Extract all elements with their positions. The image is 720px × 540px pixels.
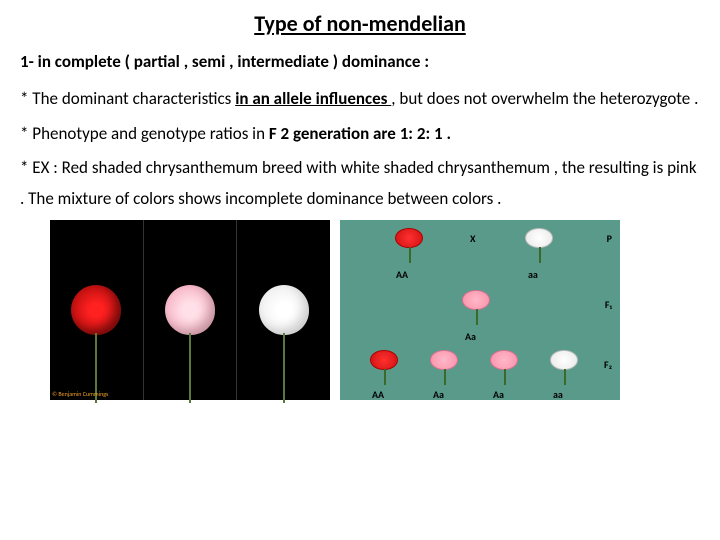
f1-pink-flower-icon bbox=[462, 290, 490, 310]
pink-carnation-icon bbox=[165, 285, 215, 335]
photo-white-flower bbox=[237, 220, 330, 400]
gen-label-f1: F₁ bbox=[605, 298, 612, 311]
inheritance-diagram: X P AA aa F₁ Aa F₂ AA Aa Aa aa bbox=[340, 220, 620, 400]
geno-Aa-f2b: Aa bbox=[493, 388, 504, 401]
photo-red-flower: © Benjamin Cummings bbox=[50, 220, 144, 400]
f2-pink2-flower-icon bbox=[490, 350, 518, 370]
geno-Aa-f2a: Aa bbox=[433, 388, 444, 401]
white-carnation-icon bbox=[259, 285, 309, 335]
p-red-flower-icon bbox=[395, 228, 423, 248]
photo-credit: © Benjamin Cummings bbox=[52, 390, 108, 398]
p2-text-b: F 2 generation are 1: 2: 1 . bbox=[269, 123, 451, 144]
paragraph-3: * EX : Red shaded chrysanthemum breed wi… bbox=[20, 153, 700, 214]
geno-AA-p: AA bbox=[396, 268, 408, 281]
gen-label-f2: F₂ bbox=[604, 358, 612, 371]
red-carnation-icon bbox=[71, 285, 121, 335]
p-white-flower-icon bbox=[525, 228, 553, 248]
geno-AA-f2: AA bbox=[372, 388, 384, 401]
cross-symbol: X bbox=[470, 232, 476, 245]
flower-photos-panel: © Benjamin Cummings bbox=[50, 220, 330, 400]
section-subtitle: 1- in complete ( partial , semi , interm… bbox=[20, 51, 700, 72]
gen-label-p: P bbox=[607, 232, 612, 245]
p1-text-a: * The dominant characteristics bbox=[20, 88, 235, 109]
paragraph-2: * Phenotype and genotype ratios in F 2 g… bbox=[20, 119, 700, 150]
f2-white-flower-icon bbox=[550, 350, 578, 370]
p1-text-c: , but does not overwhelm the heterozygot… bbox=[391, 88, 698, 109]
photo-pink-flower bbox=[144, 220, 238, 400]
f2-red-flower-icon bbox=[370, 350, 398, 370]
p1-text-b: in an allele influences bbox=[235, 88, 391, 109]
geno-Aa-f1: Aa bbox=[465, 330, 476, 343]
geno-aa-f2: aa bbox=[553, 388, 563, 401]
page-title: Type of non-mendelian bbox=[20, 10, 700, 37]
images-container: © Benjamin Cummings X P AA aa F₁ Aa F₂ A… bbox=[50, 220, 700, 400]
geno-aa-p: aa bbox=[528, 268, 538, 281]
paragraph-1: * The dominant characteristics in an all… bbox=[20, 84, 700, 115]
p2-text-a: * Phenotype and genotype ratios in bbox=[20, 123, 269, 144]
f2-pink1-flower-icon bbox=[430, 350, 458, 370]
